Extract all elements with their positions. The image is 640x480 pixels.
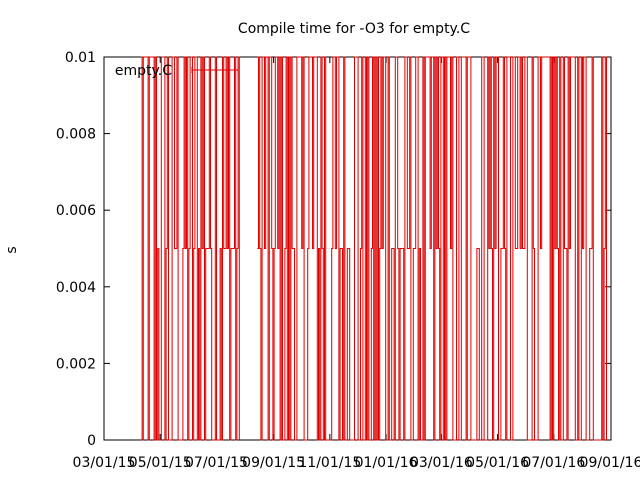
x-tick-label: 05/01/15 (129, 455, 192, 471)
y-ticks: 0 0.002 0.004 0.006 0.008 0.01 (56, 50, 611, 449)
legend-label: empty.C (115, 63, 172, 79)
y-tick-label: 0.006 (56, 203, 96, 219)
series-empty-c (140, 56, 607, 441)
x-tick-label: 01/01/16 (355, 455, 418, 471)
x-tick-label: 07/01/16 (522, 455, 585, 471)
y-tick-label: 0 (87, 433, 96, 449)
y-tick-label: 0.004 (56, 280, 96, 296)
x-tick-label: 05/01/16 (466, 455, 529, 471)
x-ticks: 03/01/1505/01/1507/01/1509/01/1511/01/15… (73, 57, 640, 471)
x-tick-label: 09/01/15 (242, 455, 305, 471)
y-axis-label: s (4, 246, 20, 253)
y-tick-label: 0.01 (65, 50, 96, 66)
x-tick-label: 03/01/16 (410, 455, 473, 471)
x-tick-label: 07/01/15 (185, 455, 248, 471)
y-tick-label: 0.008 (56, 127, 96, 143)
x-tick-label: 11/01/15 (298, 455, 361, 471)
series-line (257, 56, 607, 441)
chart-title: Compile time for -O3 for empty.C (238, 21, 470, 37)
legend: empty.C (115, 63, 239, 79)
y-tick-label: 0.002 (56, 356, 96, 372)
series-line (140, 56, 240, 441)
x-tick-label: 09/01/16 (580, 455, 640, 471)
x-tick-label: 03/01/15 (73, 455, 136, 471)
